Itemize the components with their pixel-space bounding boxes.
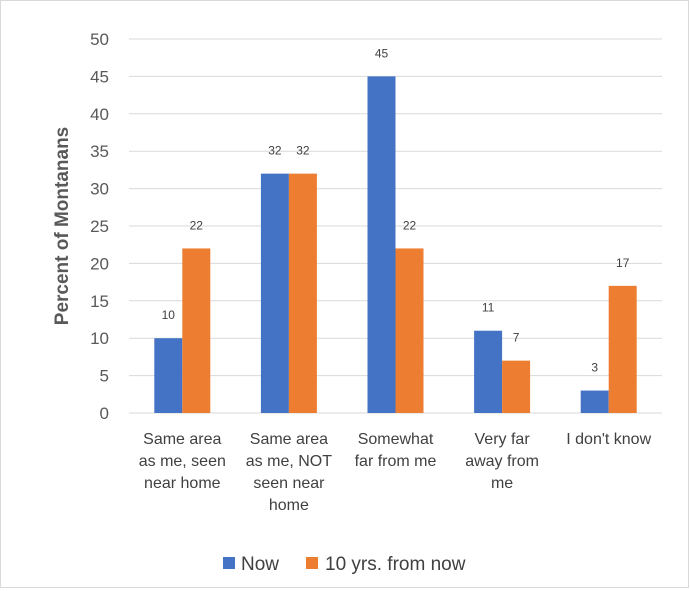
category-label-line: Very far [475,431,531,448]
y-axis-ticks: 0 5 10 15 20 25 30 35 40 45 50 [90,30,109,423]
category-label: Same area as me, seen near home [139,431,226,492]
category-label: Same area as me, NOT seen near home [246,431,332,514]
y-tick-label: 15 [90,292,109,311]
data-labels: 10 32 45 11 3 22 32 22 7 17 [162,46,630,374]
y-tick-label: 50 [90,30,109,49]
bar-now-2 [367,76,396,414]
category-label-line: as me, NOT [246,453,332,470]
legend-label: Now [241,554,279,575]
data-label: 22 [190,218,204,232]
y-tick-label: 35 [90,142,109,161]
bar-ten-years-1 [288,173,317,413]
category-label-line: Same area [250,431,328,448]
category-label-line: me [491,475,513,492]
data-label: 3 [591,361,598,375]
legend-label: 10 yrs. from now [325,554,466,575]
data-label: 45 [375,46,389,60]
y-tick-label: 45 [90,67,109,86]
data-label: 10 [162,308,176,322]
bar-now-0 [154,338,183,413]
bar-now-4 [580,390,609,413]
y-tick-label: 10 [90,329,109,348]
category-label-line: seen near [253,475,325,492]
category-labels: Same area as me, seen near home Same area as… [139,431,652,514]
bar-now-1 [260,173,289,413]
category-label-line: far from me [355,453,437,470]
category-label-line: home [269,497,309,514]
y-tick-label: 40 [90,105,109,124]
bar-ten-years-4 [608,285,637,413]
category-label-line: I don't know [566,431,651,448]
y-tick-label: 5 [100,367,109,386]
bars [154,76,637,414]
category-label: Very far away from me [465,431,539,492]
y-tick-label: 30 [90,180,109,199]
legend: Now 10 yrs. from now [223,554,466,575]
y-axis-label: Percent of Montanans [52,127,73,325]
data-label: 11 [482,301,495,315]
y-tick-label: 0 [100,404,109,423]
data-label: 32 [268,144,282,158]
category-label-line: Somewhat [358,431,434,448]
data-label: 22 [403,218,417,232]
category-label-line: as me, seen [139,453,226,470]
y-tick-label: 25 [90,217,109,236]
category-label-line: near home [144,475,221,492]
data-label: 32 [296,144,310,158]
category-label-line: away from [465,453,539,470]
category-label: Somewhat far from me [355,431,437,470]
legend-swatch [223,557,235,569]
category-label: I don't know [566,431,651,448]
bar-now-3 [474,330,503,413]
data-label: 7 [513,331,520,345]
bar-ten-years-3 [502,360,531,413]
legend-swatch [306,557,318,569]
y-tick-label: 20 [90,254,109,273]
bar-ten-years-2 [395,248,424,413]
data-label: 17 [616,256,630,270]
bar-ten-years-0 [182,248,211,413]
category-label-line: Same area [143,431,221,448]
